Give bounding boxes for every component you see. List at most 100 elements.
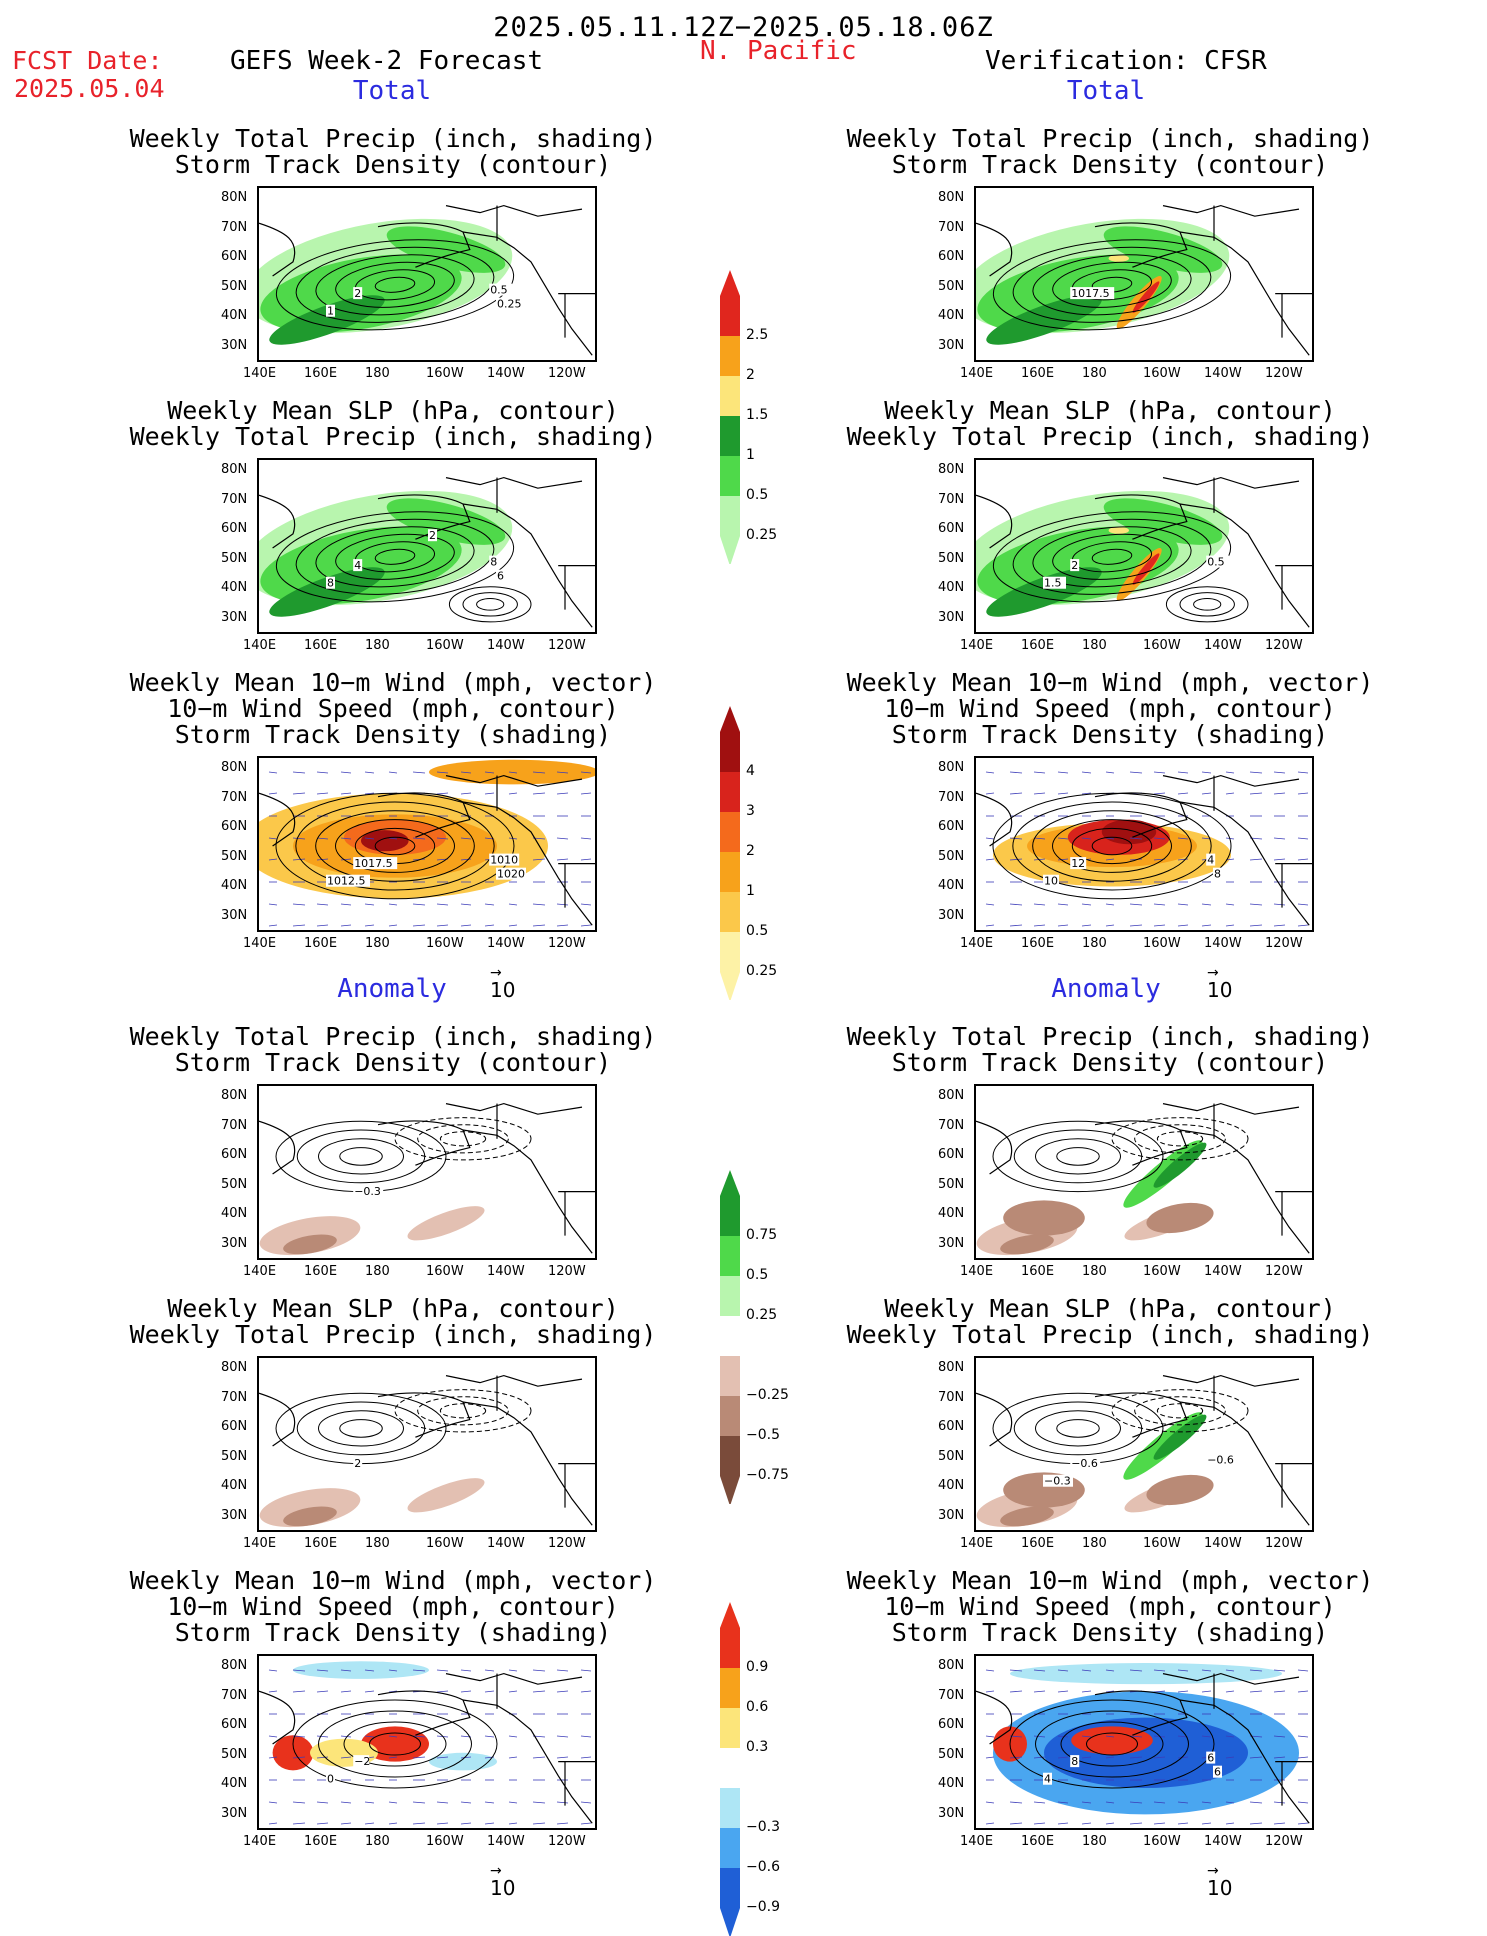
- contour-line: [335, 819, 455, 873]
- wind-vector: [1273, 792, 1286, 795]
- wind-vector: [316, 924, 329, 927]
- wind-vector: [1033, 858, 1046, 861]
- wind-vector: [364, 1690, 375, 1693]
- colorbar-swatch: [720, 1196, 740, 1236]
- wind-vector: [1081, 1735, 1092, 1738]
- contour-label-bg: [1043, 1474, 1073, 1487]
- lat-tick-label: 80N: [221, 1658, 248, 1673]
- colorbar-swatch: [720, 1708, 740, 1748]
- panel-title-line: Weekly Total Precip (inch, shading): [129, 1022, 657, 1051]
- wind-vector: [412, 1822, 426, 1825]
- contour-label-bg: [353, 287, 363, 300]
- colorbar-tick-label: 0.75: [746, 1227, 778, 1243]
- contour-line: [1156, 1403, 1204, 1419]
- lon-tick-label: 160E: [304, 366, 338, 381]
- contour-label: 4: [1044, 1773, 1051, 1786]
- wind-vector: [412, 924, 426, 927]
- wind-vector: [340, 1735, 352, 1738]
- wind-vector: [1297, 924, 1309, 927]
- wind-vector: [985, 771, 995, 774]
- lon-tick-label: 160W: [1143, 1536, 1181, 1551]
- wind-vector: [1105, 1669, 1115, 1672]
- contour-line: [318, 1138, 404, 1175]
- contour-label: −0.3: [354, 1185, 381, 1198]
- shade-region: [1108, 254, 1129, 262]
- contour-line: [339, 1419, 383, 1438]
- panel-title-line: Storm Track Density (contour): [891, 1048, 1329, 1077]
- wind-vector: [484, 771, 495, 774]
- wind-vector: [316, 771, 329, 774]
- wind-vector: [340, 837, 352, 840]
- colorbar-tick-label: −0.75: [746, 1467, 789, 1483]
- coastline: [976, 1120, 1013, 1175]
- coastline: [558, 863, 595, 908]
- lat-tick-label: 30N: [221, 1507, 248, 1523]
- wind-vector: [1057, 1669, 1069, 1672]
- lat-tick-label: 50N: [938, 1448, 965, 1464]
- contour-line: [1056, 1147, 1100, 1166]
- colorbar-tick-label: 0.3: [746, 1739, 769, 1755]
- shade-region: [269, 295, 385, 345]
- wind-vector: [1273, 1669, 1286, 1672]
- contour-label-bg: [1206, 1453, 1237, 1466]
- wind-vector: [436, 792, 449, 795]
- lon-tick-label: 120W: [548, 936, 586, 951]
- lat-tick-label: 40N: [938, 878, 965, 893]
- coastline: [1094, 1690, 1188, 1736]
- contour-line: [1134, 1396, 1226, 1426]
- lat-tick-label: 70N: [221, 789, 248, 805]
- coastline: [1179, 1699, 1310, 1824]
- wind-vector: [1225, 1735, 1235, 1738]
- wind-vector: [388, 1801, 398, 1804]
- lon-tick-label: 120W: [548, 1264, 586, 1279]
- wind-vector: [316, 858, 329, 861]
- lon-tick-label: 140W: [487, 1264, 525, 1279]
- colorbar-tick-label: 0.5: [746, 923, 769, 939]
- lat-tick-label: 50N: [938, 1746, 965, 1762]
- coastline: [1162, 774, 1300, 787]
- shade-region: [1146, 1474, 1214, 1506]
- contour-line: [394, 1389, 532, 1433]
- contour-line: [1035, 1138, 1121, 1175]
- wind-vector: [532, 1801, 546, 1804]
- contour-line: [335, 261, 455, 308]
- lon-tick-label: 160E: [1021, 1536, 1055, 1551]
- wind-vector: [412, 1801, 426, 1804]
- vector-reference-value: 10: [490, 1876, 516, 1900]
- lat-tick-label: 40N: [938, 580, 965, 595]
- lat-tick-label: 50N: [938, 278, 965, 294]
- colorbar-cap: [720, 1170, 740, 1196]
- lat-tick-label: 30N: [221, 609, 248, 625]
- wind-vector: [1105, 837, 1115, 840]
- coastline: [1275, 293, 1312, 338]
- contour-line: [1052, 533, 1172, 580]
- wind-vector: [436, 1669, 449, 1672]
- wind-vector: [1129, 771, 1143, 774]
- coastline: [1094, 494, 1188, 540]
- lon-tick-label: 180: [365, 1536, 390, 1551]
- contour-line: [1056, 1419, 1100, 1438]
- colorbar-cap: [720, 1602, 740, 1628]
- wind-vector: [1033, 1822, 1046, 1825]
- wind-vector: [268, 1756, 278, 1759]
- wind-vector: [1225, 1801, 1235, 1804]
- wind-vector: [1249, 858, 1263, 861]
- wind-vector: [985, 903, 995, 906]
- lat-tick-label: 30N: [221, 907, 248, 923]
- contour-label-bg: [1206, 555, 1230, 568]
- lon-tick-label: 120W: [548, 1834, 586, 1849]
- wind-vector: [1249, 1669, 1263, 1672]
- coastline: [1162, 476, 1300, 489]
- shade-region: [1071, 1726, 1153, 1755]
- panel-title-line: Storm Track Density (shading): [174, 1618, 612, 1647]
- panel-title-line: 10−m Wind Speed (mph, contour): [884, 1592, 1336, 1621]
- coastline: [1162, 1672, 1300, 1685]
- lon-tick-label: 160W: [426, 638, 464, 653]
- coastline: [558, 293, 595, 338]
- coastline: [1162, 1374, 1300, 1387]
- wind-vector: [1081, 903, 1092, 906]
- contour-label: 4: [1207, 854, 1214, 867]
- panel-title-line: Weekly Mean SLP (hPa, contour): [167, 396, 619, 425]
- wind-vector: [532, 792, 546, 795]
- lon-tick-label: 120W: [1265, 1834, 1303, 1849]
